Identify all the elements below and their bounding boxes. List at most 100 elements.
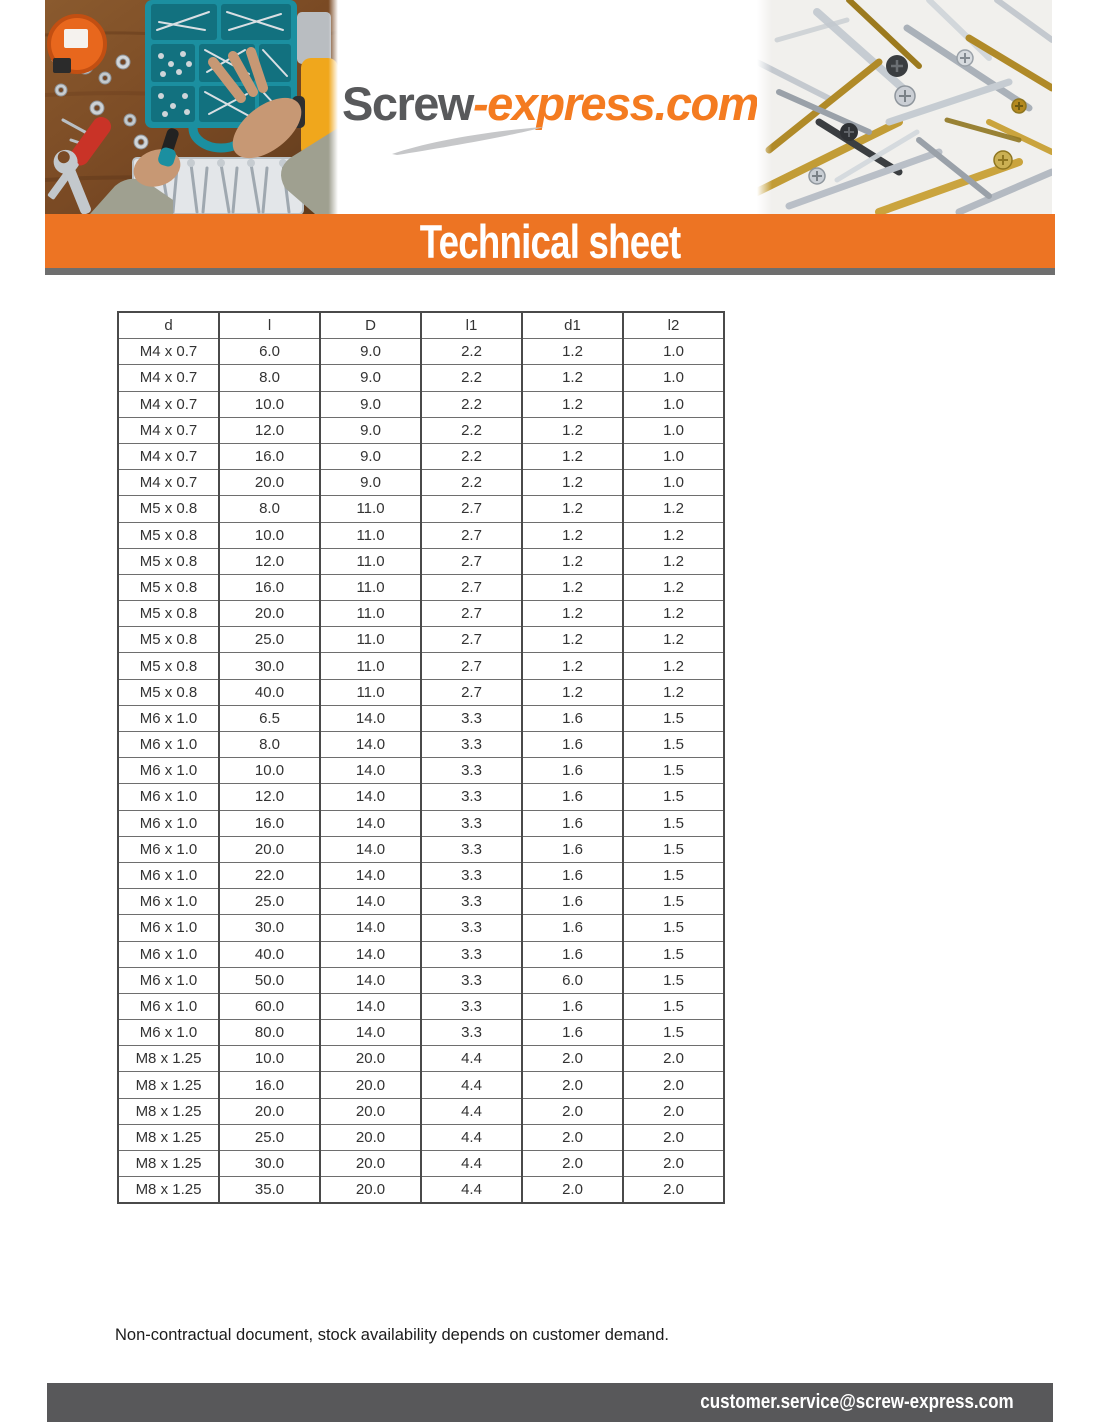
table-cell: M6 x 1.0 bbox=[117, 966, 220, 994]
table-row: M6 x 1.0 22.0 14.0 3.3 1.6 1.5 bbox=[117, 861, 725, 890]
table-row: M8 x 1.25 16.0 20.0 4.4 2.0 2.0 bbox=[117, 1071, 725, 1099]
table-cell: M5 x 0.8 bbox=[117, 678, 220, 706]
table-cell: 1.0 bbox=[622, 364, 725, 392]
table-row: M6 x 1.0 30.0 14.0 3.3 1.6 1.5 bbox=[117, 914, 725, 942]
table-cell: 35.0 bbox=[218, 1176, 321, 1204]
table-row: M6 x 1.0 60.0 14.0 3.3 1.6 1.5 bbox=[117, 992, 725, 1021]
table-row: M4 x 0.7 8.0 9.0 2.2 1.2 1.0 bbox=[117, 364, 725, 392]
table-cell: 1.6 bbox=[521, 914, 624, 942]
table-cell: M6 x 1.0 bbox=[117, 809, 220, 837]
table-cell: 16.0 bbox=[218, 442, 321, 471]
table-row: M8 x 1.25 35.0 20.0 4.4 2.0 2.0 bbox=[117, 1176, 725, 1204]
table-row: M4 x 0.7 16.0 9.0 2.2 1.2 1.0 bbox=[117, 442, 725, 471]
table-cell: M6 x 1.0 bbox=[117, 940, 220, 968]
table-cell: 3.3 bbox=[420, 992, 523, 1021]
table-cell: M8 x 1.25 bbox=[117, 1071, 220, 1099]
table-row: M6 x 1.0 12.0 14.0 3.3 1.6 1.5 bbox=[117, 783, 725, 811]
table-cell: 10.0 bbox=[218, 521, 321, 549]
table-cell: 2.2 bbox=[420, 364, 523, 392]
column-header: l2 bbox=[622, 311, 725, 340]
table-cell: 14.0 bbox=[319, 888, 422, 916]
table-cell: 1.5 bbox=[622, 730, 725, 759]
table-row: M5 x 0.8 16.0 11.0 2.7 1.2 1.2 bbox=[117, 573, 725, 602]
table-cell: 50.0 bbox=[218, 966, 321, 994]
table-cell: 1.2 bbox=[521, 626, 624, 654]
table-cell: 3.3 bbox=[420, 704, 523, 733]
table-cell: 1.6 bbox=[521, 888, 624, 916]
table-cell: M6 x 1.0 bbox=[117, 861, 220, 890]
table-cell: 3.3 bbox=[420, 730, 523, 759]
contact-bar: customer.service@screw-express.com bbox=[47, 1383, 1053, 1422]
table-cell: 11.0 bbox=[319, 652, 422, 680]
table-cell: M5 x 0.8 bbox=[117, 573, 220, 602]
table-cell: 1.5 bbox=[622, 809, 725, 837]
table-cell: 20.0 bbox=[218, 469, 321, 497]
logo: Screw-express.com bbox=[340, 76, 760, 131]
table-cell: 1.5 bbox=[622, 966, 725, 994]
table-cell: 2.7 bbox=[420, 652, 523, 680]
table-cell: M8 x 1.25 bbox=[117, 1149, 220, 1178]
table-cell: 9.0 bbox=[319, 416, 422, 444]
table-cell: 14.0 bbox=[319, 757, 422, 785]
table-cell: 1.6 bbox=[521, 783, 624, 811]
table-cell: M4 x 0.7 bbox=[117, 364, 220, 392]
table-cell: 1.2 bbox=[521, 678, 624, 706]
table-cell: 2.2 bbox=[420, 416, 523, 444]
table-cell: 9.0 bbox=[319, 364, 422, 392]
table-cell: 3.3 bbox=[420, 914, 523, 942]
table-cell: 8.0 bbox=[218, 495, 321, 523]
table-cell: 2.0 bbox=[521, 1097, 624, 1125]
table-cell: 14.0 bbox=[319, 966, 422, 994]
table-cell: 22.0 bbox=[218, 861, 321, 890]
table-cell: 11.0 bbox=[319, 495, 422, 523]
table-cell: 2.0 bbox=[521, 1045, 624, 1073]
banner-underline bbox=[45, 268, 1055, 275]
table-cell: 2.0 bbox=[622, 1123, 725, 1152]
table-cell: 1.2 bbox=[521, 600, 624, 628]
title-banner: Technical sheet bbox=[45, 214, 1055, 268]
table-cell: 14.0 bbox=[319, 861, 422, 890]
table-cell: 25.0 bbox=[218, 1123, 321, 1152]
table-cell: 14.0 bbox=[319, 914, 422, 942]
table-cell: 1.2 bbox=[521, 338, 624, 366]
table-cell: 30.0 bbox=[218, 914, 321, 942]
table-cell: 12.0 bbox=[218, 416, 321, 444]
table-cell: 20.0 bbox=[319, 1123, 422, 1152]
table-cell: 2.7 bbox=[420, 600, 523, 628]
table-cell: 2.7 bbox=[420, 573, 523, 602]
table-cell: 4.4 bbox=[420, 1176, 523, 1204]
table-cell: 40.0 bbox=[218, 678, 321, 706]
table-cell: M4 x 0.7 bbox=[117, 442, 220, 471]
table-cell: 14.0 bbox=[319, 940, 422, 968]
table-cell: 3.3 bbox=[420, 861, 523, 890]
table-cell: 1.2 bbox=[521, 442, 624, 471]
table-cell: 1.5 bbox=[622, 1019, 725, 1047]
table-cell: 3.3 bbox=[420, 940, 523, 968]
table-cell: M6 x 1.0 bbox=[117, 835, 220, 863]
table-cell: 2.0 bbox=[521, 1071, 624, 1099]
table-row: M5 x 0.8 30.0 11.0 2.7 1.2 1.2 bbox=[117, 652, 725, 680]
table-cell: M5 x 0.8 bbox=[117, 495, 220, 523]
table-cell: 2.7 bbox=[420, 547, 523, 575]
table-cell: M6 x 1.0 bbox=[117, 783, 220, 811]
table-cell: 25.0 bbox=[218, 626, 321, 654]
table-cell: M6 x 1.0 bbox=[117, 1019, 220, 1047]
table-cell: 60.0 bbox=[218, 992, 321, 1021]
contact-email: customer.service@screw-express.com bbox=[700, 1391, 1014, 1413]
table-cell: 1.5 bbox=[622, 914, 725, 942]
table-cell: 12.0 bbox=[218, 547, 321, 575]
table-cell: 10.0 bbox=[218, 390, 321, 418]
table-cell: 11.0 bbox=[319, 547, 422, 575]
table-cell: 2.0 bbox=[622, 1071, 725, 1099]
table-cell: M6 x 1.0 bbox=[117, 914, 220, 942]
table-cell: M4 x 0.7 bbox=[117, 416, 220, 444]
table-row: M6 x 1.0 20.0 14.0 3.3 1.6 1.5 bbox=[117, 835, 725, 863]
table-cell: 1.2 bbox=[521, 364, 624, 392]
column-header: l bbox=[218, 311, 321, 340]
table-row: M4 x 0.7 10.0 9.0 2.2 1.2 1.0 bbox=[117, 390, 725, 418]
table-cell: 2.0 bbox=[521, 1149, 624, 1178]
table-cell: 2.7 bbox=[420, 521, 523, 549]
